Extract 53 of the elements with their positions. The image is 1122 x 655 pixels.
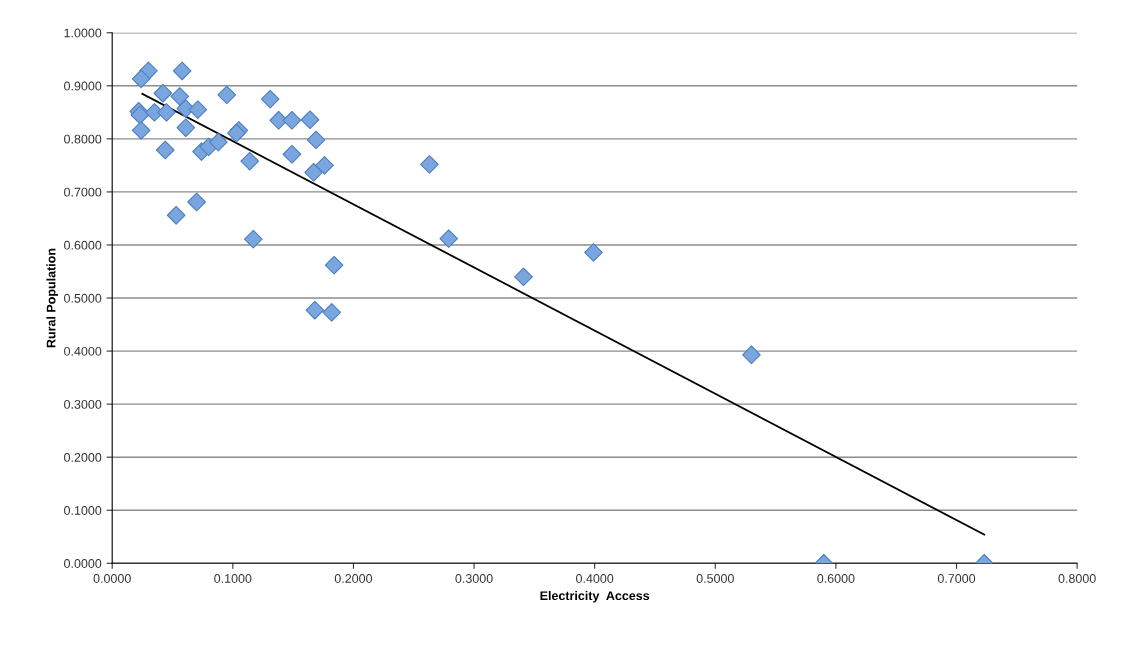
x-tick-label: 0.2000 — [334, 574, 373, 583]
point — [282, 110, 302, 130]
point — [188, 100, 208, 120]
y-tick-label: 0.5000 — [64, 293, 102, 303]
point — [420, 154, 439, 174]
y-tick-label: 0.6000 — [64, 240, 102, 250]
point — [260, 89, 280, 109]
point — [217, 85, 237, 105]
point — [742, 345, 761, 365]
x-tick-label: 0.7000 — [937, 574, 976, 583]
x-tick-label: 0.0000 — [93, 574, 131, 583]
y-tick-label: 0.7000 — [64, 187, 102, 197]
point — [243, 229, 263, 249]
point — [209, 132, 228, 152]
point — [305, 300, 325, 320]
y-tick-label: 0.2000 — [64, 452, 102, 462]
y-tick-label: 0.1000 — [64, 506, 102, 515]
point — [324, 255, 344, 275]
point — [131, 121, 151, 140]
y-tick-label: 0.4000 — [64, 346, 102, 356]
point — [240, 151, 260, 171]
y-tick-label: 1.0000 — [64, 28, 102, 38]
point — [269, 110, 288, 130]
y-tick-label: 0.0000 — [64, 559, 102, 568]
x-tick-label: 0.8000 — [1058, 574, 1096, 583]
point — [187, 192, 206, 212]
y-tick-label: 0.3000 — [64, 399, 102, 409]
point — [170, 87, 190, 106]
point — [153, 83, 173, 103]
point — [304, 162, 323, 182]
point — [157, 102, 176, 122]
point — [131, 69, 151, 89]
point — [300, 110, 320, 130]
y-tick-label: 0.8000 — [64, 134, 102, 144]
point — [315, 156, 334, 175]
x-tick-label: 0.6000 — [817, 574, 855, 583]
point — [172, 61, 192, 81]
y-axis-title: Rural Population — [46, 248, 58, 348]
x-axis-title: Electricity Access — [540, 590, 650, 603]
x-tick-label: 0.1000 — [214, 574, 252, 583]
y-tick-label: 0.9000 — [64, 81, 102, 91]
x-tick-label: 0.5000 — [696, 574, 734, 583]
point — [514, 267, 533, 287]
x-tick-label: 0.3000 — [455, 574, 493, 583]
point — [439, 229, 459, 248]
point — [166, 205, 186, 225]
x-tick-label: 0.4000 — [576, 574, 614, 583]
point — [322, 303, 342, 322]
point — [306, 130, 326, 150]
point — [282, 144, 302, 164]
point — [584, 243, 603, 262]
point — [176, 118, 196, 138]
point — [155, 140, 175, 160]
